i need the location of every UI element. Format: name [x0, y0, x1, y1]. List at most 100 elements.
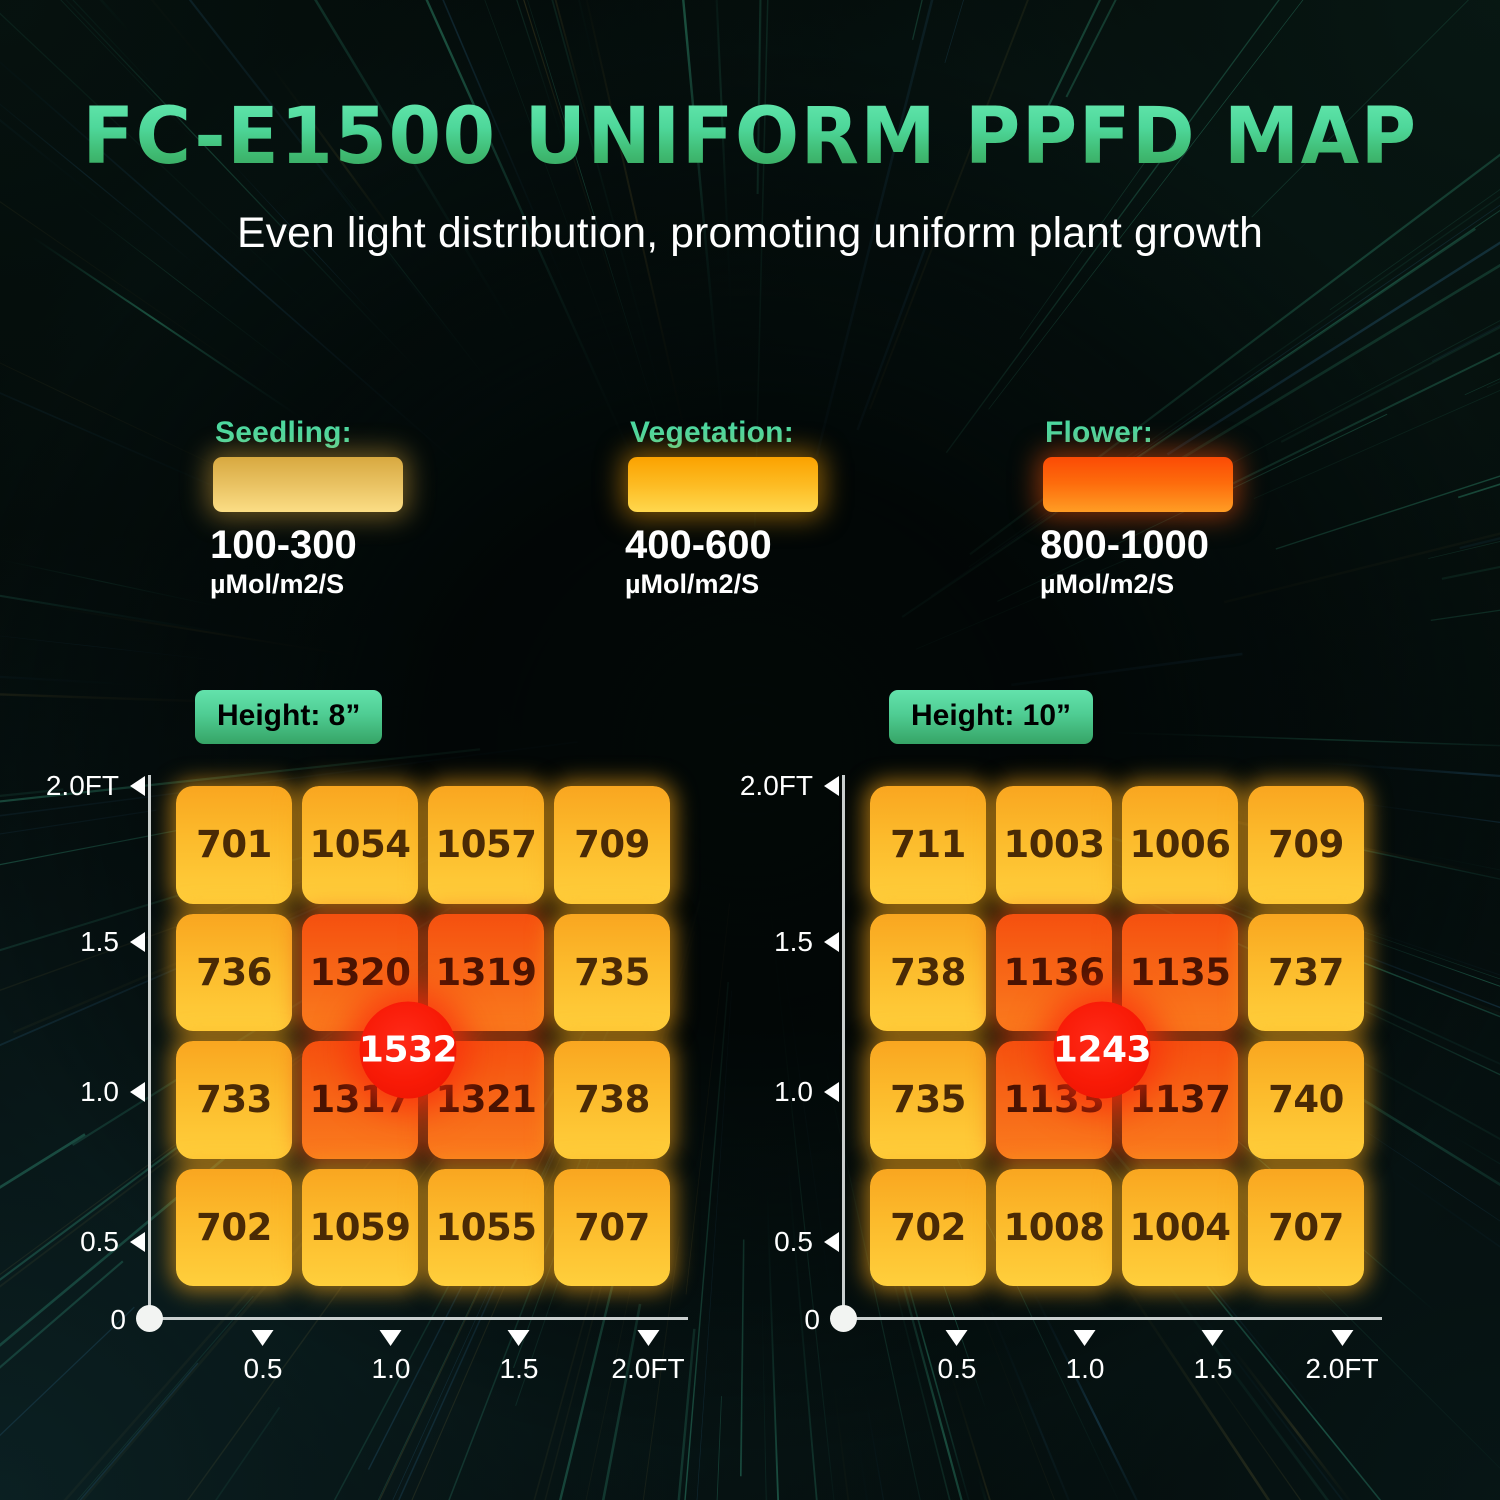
- ppfd-cell: 1008: [996, 1168, 1112, 1286]
- y-axis-tick: 0.5: [80, 1228, 145, 1256]
- x-tick-label: 1.0: [1065, 1353, 1105, 1384]
- x-tick-arrow-icon: [252, 1330, 274, 1346]
- x-axis-tick: 2.0FT: [1305, 1330, 1379, 1383]
- ppfd-cell: 733: [176, 1041, 292, 1159]
- legend-label: Flower:: [1045, 416, 1154, 449]
- x-axis-tick: 1.0: [371, 1330, 411, 1384]
- x-axis-tick: 2.0FT: [611, 1330, 685, 1384]
- x-tick-arrow-icon: [1074, 1330, 1096, 1346]
- x-tick-label: 1.5: [499, 1353, 539, 1384]
- x-tick-label: 0.5: [937, 1353, 977, 1384]
- y-axis-line: [842, 775, 845, 1320]
- ppfd-cell: 738: [870, 913, 986, 1031]
- y-tick-arrow-icon: [130, 932, 145, 952]
- legend-unit: µMol/m2/S: [1040, 569, 1175, 599]
- ppfd-cell: 1057: [428, 786, 544, 904]
- height-badge: Height: 8”: [195, 690, 383, 744]
- legend-item-flower: Flower: 800-1000 µMol/m2/S: [1040, 418, 1290, 598]
- x-tick-arrow-icon: [946, 1330, 968, 1346]
- y-axis-zero-label: 0: [110, 1304, 126, 1335]
- page-title: FC-E1500 UNIFORM PPFD MAP: [23, 98, 1478, 176]
- x-axis-line: [148, 1317, 688, 1320]
- y-tick-label: 2.0FT: [45, 770, 119, 801]
- ppfd-cell: 707: [1248, 1168, 1364, 1286]
- y-axis-tick: 2.0FT: [740, 772, 839, 800]
- ppfd-cell: 1054: [302, 786, 418, 904]
- y-tick-label: 1.5: [80, 926, 119, 957]
- legend-unit: µMol/m2/S: [210, 569, 345, 599]
- x-tick-label: 0.5: [243, 1353, 283, 1384]
- y-tick-arrow-icon: [824, 1232, 839, 1252]
- header: FC-E1500 UNIFORM PPFD MAP Even light dis…: [0, 98, 1500, 255]
- ppfd-cell: 1055: [428, 1168, 544, 1286]
- legend-label: Seedling:: [215, 416, 352, 449]
- x-tick-arrow-icon: [1330, 1330, 1353, 1346]
- ppfd-cell: 736: [176, 913, 292, 1031]
- x-tick-label: 1.0: [371, 1353, 411, 1384]
- ppfd-cell: 1003: [996, 786, 1112, 904]
- ppfd-chart-panel-1: Height: 8” 2.0FT 1.5 1.0 0.5 0 0.5 1.0 1.5 2.0FT 7…: [28, 690, 748, 1450]
- origin-marker: [136, 1305, 163, 1332]
- ppfd-cell: 740: [1248, 1041, 1364, 1159]
- plot-area: 2.0FT 1.5 1.0 0.5 0 0.5 1.0 1.5 2.0FT 701 1054 1057…: [46, 772, 688, 1383]
- ppfd-legend: Seedling: 100-300 µMol/m2/S Vegetation: 400-…: [0, 418, 1500, 598]
- y-tick-arrow-icon: [824, 932, 839, 952]
- page-subtitle: Even light distribution, promoting unifo…: [236, 209, 1264, 257]
- legend-color-swatch: [1043, 457, 1233, 512]
- ppfd-cell: 1135: [1122, 913, 1238, 1031]
- y-axis-tick: 1.0: [80, 1078, 145, 1106]
- legend-range: 800-1000: [1040, 523, 1210, 567]
- legend-color-swatch: [213, 457, 403, 512]
- ppfd-charts: Height: 8” 2.0FT 1.5 1.0 0.5 0 0.5 1.0 1.5 2.0FT 7…: [0, 690, 1500, 1450]
- y-tick-arrow-icon: [130, 1232, 145, 1252]
- x-axis-line: [842, 1317, 1382, 1320]
- x-axis-tick: 1.0: [1065, 1330, 1105, 1384]
- y-tick-arrow-icon: [824, 1082, 839, 1102]
- ppfd-cell: 701: [176, 786, 292, 904]
- ppfd-cell: 738: [554, 1041, 670, 1159]
- x-axis-tick: 1.5: [1194, 1330, 1232, 1383]
- x-tick-arrow-icon: [508, 1330, 530, 1346]
- ppfd-cell: 735: [554, 913, 670, 1031]
- legend-item-vegetation: Vegetation: 400-600 µMol/m2/S: [625, 418, 875, 598]
- y-axis-tick: 0.5: [774, 1228, 839, 1256]
- y-tick-label: 1.5: [774, 926, 813, 957]
- x-axis-tick: 0.5: [243, 1330, 283, 1384]
- ppfd-cell: 735: [870, 1041, 986, 1159]
- y-tick-arrow-icon: [824, 776, 839, 796]
- height-badge: Height: 10”: [889, 690, 1094, 744]
- legend-range: 400-600: [625, 523, 772, 567]
- y-tick-label: 2.0FT: [739, 770, 813, 801]
- x-tick-label: 2.0FT: [611, 1353, 685, 1384]
- ppfd-value-grid: 711 1003 1006 709 738 1136 1135 737 735 1133 1137 7…: [870, 786, 1364, 1286]
- x-tick-arrow-icon: [636, 1330, 659, 1346]
- y-tick-label: 0.5: [774, 1226, 813, 1257]
- y-axis-tick: 1.5: [774, 928, 839, 956]
- legend-item-seedling: Seedling: 100-300 µMol/m2/S: [210, 418, 460, 598]
- y-tick-arrow-icon: [130, 776, 145, 796]
- y-axis-zero-label: 0: [804, 1304, 820, 1335]
- ppfd-cell: 1319: [428, 913, 544, 1031]
- origin-marker: [830, 1305, 857, 1332]
- ppfd-cell: 1004: [1122, 1168, 1238, 1286]
- ppfd-cell: 702: [176, 1168, 292, 1286]
- ppfd-cell: 709: [1248, 786, 1364, 904]
- ppfd-cell: 707: [554, 1168, 670, 1286]
- peak-ppfd-marker: 1532: [359, 1001, 458, 1099]
- y-axis-tick: 1.5: [80, 928, 145, 956]
- ppfd-chart-panel-2: Height: 10” 2.0FT 1.5 1.0 0.5 0 0.5 1.0 1.5 2.0FT…: [722, 690, 1442, 1450]
- x-tick-arrow-icon: [1202, 1330, 1224, 1346]
- y-axis-line: [148, 775, 151, 1320]
- ppfd-cell: 702: [870, 1168, 986, 1286]
- legend-label: Vegetation:: [630, 416, 794, 449]
- x-axis-tick: 0.5: [937, 1330, 977, 1384]
- legend-color-swatch: [628, 457, 818, 512]
- y-tick-arrow-icon: [130, 1082, 145, 1102]
- ppfd-value-grid: 701 1054 1057 709 736 1320 1319 735 733 1317 1321 7…: [176, 786, 670, 1286]
- ppfd-cell: 737: [1248, 913, 1364, 1031]
- ppfd-cell: 709: [554, 786, 670, 904]
- ppfd-cell: 1006: [1122, 786, 1238, 904]
- peak-ppfd-marker: 1243: [1053, 1001, 1152, 1099]
- legend-unit: µMol/m2/S: [625, 569, 760, 599]
- y-tick-label: 1.0: [774, 1076, 813, 1107]
